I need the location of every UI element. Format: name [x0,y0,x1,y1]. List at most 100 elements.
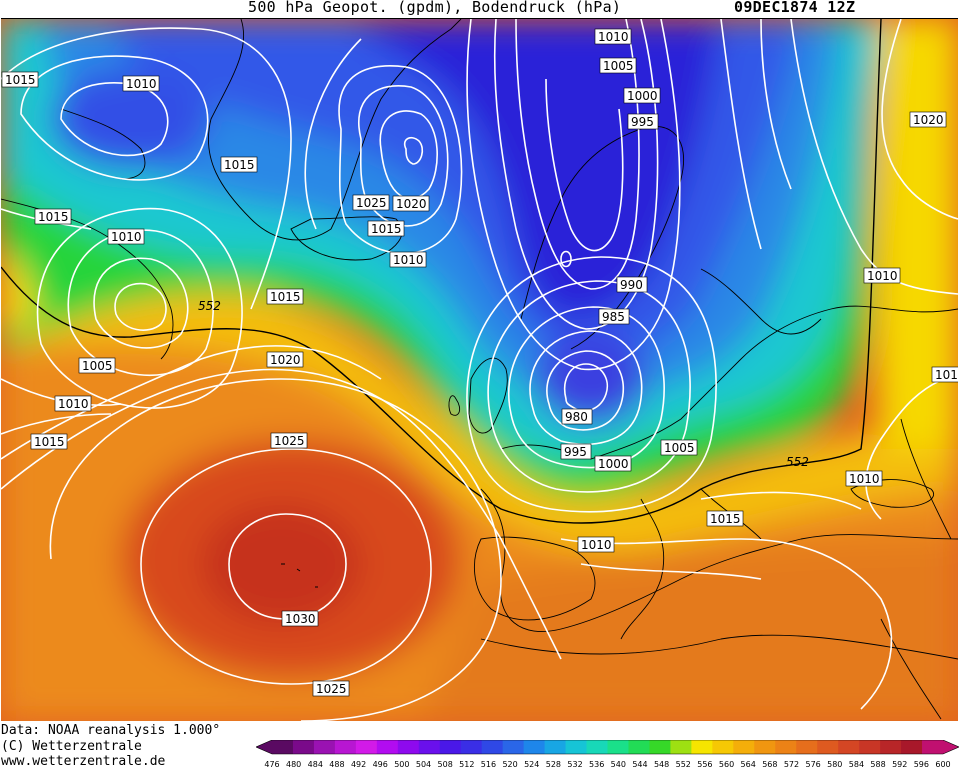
isobar-label: 1020 [913,113,944,127]
colorbar-swatch [565,740,588,754]
colorbar-tick-label: 528 [546,760,561,769]
colorbar-tick-label: 576 [805,760,820,769]
isobar-label: 1015 [224,158,255,172]
colorbar-tick-label: 592 [892,760,907,769]
colorbar-swatch [502,740,525,754]
isobar-label: 1010 [867,269,898,283]
colorbar-tick-label: 560 [719,760,734,769]
colorbar: 476 480 484 488 492 496 500 504 508 512 516 520 524 5… [256,740,959,769]
colorbar-swatch [901,740,923,754]
colorbar-swatch [649,740,671,754]
isobar-label: 1005 [603,59,634,73]
colorbar-arrow-left [256,740,272,754]
colorbar-swatch [922,740,944,754]
isobar-label: 1015 [270,290,301,304]
colorbar-tick-label: 532 [567,760,582,769]
colorbar-tick-label: 568 [762,760,777,769]
colorbar-tick-label: 500 [394,760,409,769]
height-contour-label-east: 552 [786,455,809,469]
colorbar-tick-label: 556 [697,760,712,769]
colorbar-tick-label: 480 [286,760,301,769]
colorbar-swatch [712,740,734,754]
colorbar-tick-label: 476 [264,760,279,769]
title-bar: 500 hPa Geopot. (gpdm), Bodendruck (hPa)… [0,0,959,18]
height-field [1,19,958,721]
colorbar-tick-label: 484 [308,760,323,769]
colorbar-tick-label: 524 [524,760,539,769]
isobar-label: 1005 [82,359,113,373]
colorbar-swatch [334,740,357,754]
map-datetime: 09DEC1874 12Z [734,0,856,16]
weather-map: 552 552 1010 1005 1000 995 1015 1010 101… [1,18,958,722]
copyright: (C) Wetterzentrale [1,739,142,754]
isobar-label: 1015 [38,210,69,224]
colorbar-swatch [292,740,315,754]
isobar-label: 1025 [356,196,387,210]
colorbar-swatch [460,740,483,754]
colorbar-swatch [733,740,755,754]
colorbar-outline [256,740,959,755]
colorbar-tick-label: 496 [373,760,388,769]
height-contour-552 [1,19,882,524]
isobar-label: 995 [631,115,654,129]
map-title: 500 hPa Geopot. (gpdm), Bodendruck (hPa) [248,0,622,16]
colorbar-tick-label: 552 [676,760,691,769]
isobar-label: 1015 [371,222,402,236]
colorbar-tick-label: 540 [611,760,626,769]
colorbar-tick-label: 572 [784,760,799,769]
isobar-label: 1000 [627,89,658,103]
colorbar-tick-label: 596 [914,760,929,769]
colorbar-swatches [256,740,959,755]
colorbar-tick-label: 548 [654,760,669,769]
colorbar-swatch [859,740,881,754]
colorbar-swatch [838,740,860,754]
isobar-label: 1010 [393,253,424,267]
colorbar-tick-label: 588 [870,760,885,769]
isobar-label: 1025 [316,682,347,696]
isobar-label: 1020 [270,353,301,367]
colorbar-tick-label: 544 [632,760,647,769]
isobar-label: 1010 [126,77,157,91]
isobars [1,19,958,721]
colorbar-swatch [418,740,441,754]
colorbar-ticks: 476 480 484 488 492 496 500 504 508 512 516 520 524 5… [264,760,950,769]
isobar-label: 995 [564,445,587,459]
colorbar-swatch [670,740,692,754]
isobar-label: 101 [935,368,958,382]
height-contour-label-west: 552 [198,299,221,313]
colorbar-swatch [439,740,462,754]
colorbar-tick-label: 584 [849,760,864,769]
colorbar-tick-label: 488 [329,760,344,769]
colorbar-swatch [754,740,776,754]
colorbar-swatch [607,740,629,754]
colorbar-tick-label: 564 [741,760,756,769]
colorbar-swatch [817,740,839,754]
colorbar-tick-label: 520 [502,760,517,769]
isobar-labels: 1010 1005 1000 995 1015 1010 1015 1025 1… [1,28,958,697]
website: www.wetterzentrale.de [1,754,166,769]
colorbar-tick-label: 492 [351,760,366,769]
colorbar-swatch [691,740,713,754]
colorbar-swatch [796,740,818,754]
isobar-label: 1030 [285,612,316,626]
colorbar-tick-label: 508 [438,760,453,769]
isobar-label: 1010 [598,30,629,44]
isobar-label: 1005 [664,441,695,455]
colorbar-tick-label: 580 [827,760,842,769]
colorbar-swatch [397,740,420,754]
map-canvas: 552 552 1010 1005 1000 995 1015 1010 101… [1,19,958,721]
colorbar-swatch [544,740,567,754]
colorbar-swatch [376,740,399,754]
isobar-label: 1020 [396,197,427,211]
colorbar-tick-label: 536 [589,760,604,769]
colorbar-tick-label: 512 [459,760,474,769]
colorbar-tick-label: 516 [481,760,496,769]
colorbar-tick-label: 600 [935,760,950,769]
isobar-label: 1010 [111,230,142,244]
colorbar-swatch [880,740,902,754]
isobar-label: 1015 [5,73,36,87]
colorbar-tick-label: 504 [416,760,431,769]
colorbar-swatch [355,740,378,754]
isobar-label: 1010 [581,538,612,552]
colorbar-swatch [775,740,797,754]
